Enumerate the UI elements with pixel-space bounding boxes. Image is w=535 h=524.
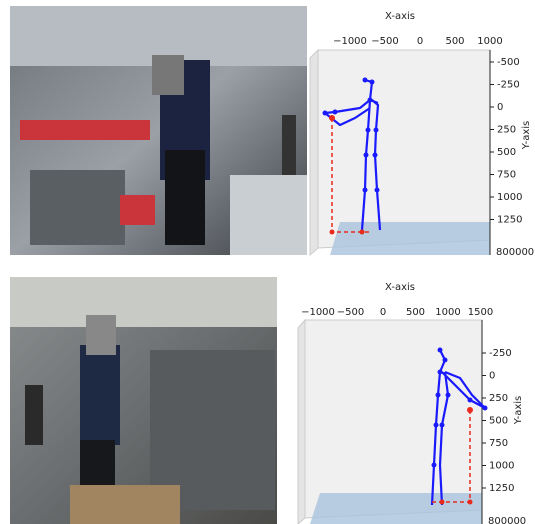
- photo: [10, 6, 307, 255]
- axis-label: Y-axis: [521, 121, 532, 151]
- y-tick-label: -500: [497, 57, 520, 68]
- axis-title: X-axis: [385, 11, 415, 22]
- x-tick-label: −500: [337, 307, 364, 318]
- y-tick-label: 0: [489, 371, 495, 382]
- x-tick-label: 1500: [468, 307, 493, 318]
- x-tick-label: −1000: [301, 307, 335, 318]
- y-tick-label: 0: [497, 102, 503, 113]
- corner-label: 800000: [488, 516, 526, 524]
- y-tick-label: 1250: [489, 483, 514, 494]
- x-tick-label: −1000: [333, 36, 367, 47]
- figure: X-axis−1000−50005001000-500-250025050075…: [0, 0, 535, 524]
- x-tick-label: 500: [406, 307, 425, 318]
- y-tick-label: -250: [489, 348, 512, 359]
- photo: [10, 277, 277, 524]
- axis-label: Y-axis: [513, 396, 524, 426]
- x-tick-label: 500: [445, 36, 464, 47]
- x-tick-label: 0: [380, 307, 386, 318]
- y-tick-label: 750: [497, 170, 516, 181]
- y-tick-label: 250: [489, 393, 508, 404]
- y-tick-label: 1250: [497, 215, 522, 226]
- plot-area: [298, 320, 482, 524]
- y-tick-label: 1000: [497, 192, 522, 203]
- x-tick-label: 1000: [435, 307, 460, 318]
- y-tick-label: 500: [497, 147, 516, 158]
- corner-label: 800000: [496, 247, 534, 258]
- y-tick-label: 250: [497, 125, 516, 136]
- y-tick-label: 500: [489, 416, 508, 427]
- axis-title: X-axis: [385, 282, 415, 293]
- x-tick-label: −500: [371, 36, 398, 47]
- x-tick-label: 0: [417, 36, 423, 47]
- y-tick-label: 1000: [489, 461, 514, 472]
- x-tick-label: 1000: [477, 36, 502, 47]
- plot-area: [310, 50, 490, 255]
- y-tick-label: -250: [497, 80, 520, 91]
- y-tick-label: 750: [489, 438, 508, 449]
